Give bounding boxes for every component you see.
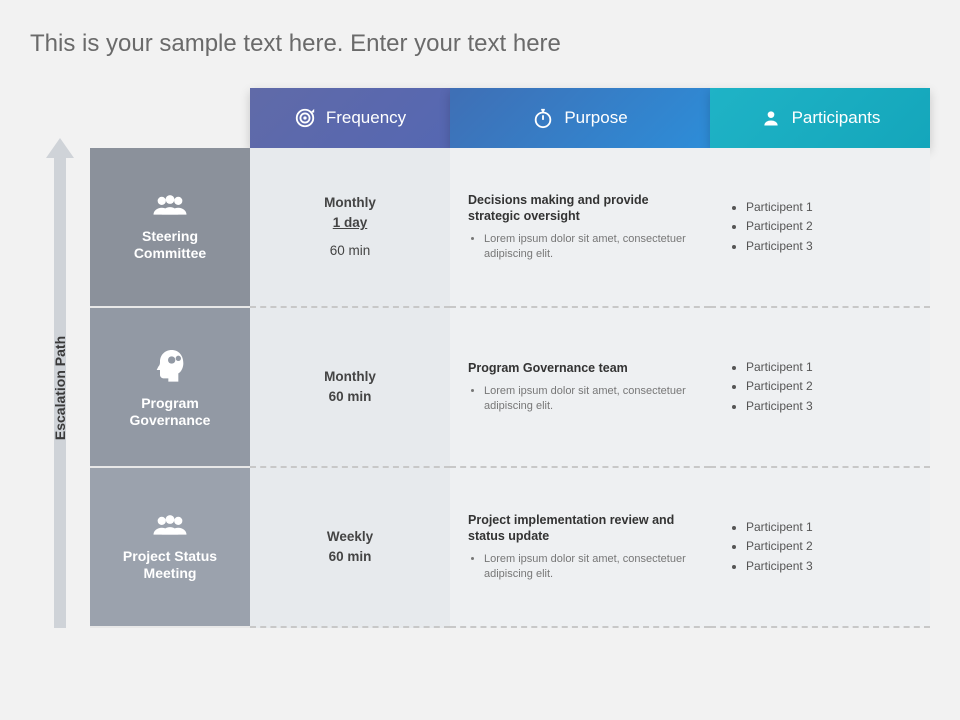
- cat3-line1: Project Status: [123, 548, 217, 564]
- r2-part-3: Participent 3: [746, 397, 912, 416]
- r1-freq-l1: Monthly: [324, 193, 376, 213]
- cat2-line2: Governance: [130, 412, 211, 428]
- group-icon: [148, 192, 192, 218]
- escalation-path: Escalation Path: [30, 148, 90, 628]
- r2-part-2: Participent 2: [746, 377, 912, 396]
- r1-part-1: Participent 1: [746, 198, 912, 217]
- r1-part-3: Participent 3: [746, 237, 912, 256]
- r1-freq-l3: 60 min: [330, 241, 371, 261]
- page-title: This is your sample text here. Enter you…: [30, 30, 930, 58]
- cell-r3-participants: Participent 1 Participent 2 Participent …: [710, 468, 930, 628]
- header-frequency-label: Frequency: [326, 108, 406, 128]
- r1-freq-l2: 1 day: [333, 213, 368, 233]
- r3-part-3: Participent 3: [746, 557, 912, 576]
- cat1-line1: Steering: [142, 228, 198, 244]
- category-steering-committee: SteeringCommittee: [90, 148, 250, 308]
- group-icon: [148, 512, 192, 538]
- category-project-status-meeting: Project StatusMeeting: [90, 468, 250, 628]
- cat2-line1: Program: [141, 395, 199, 411]
- r3-freq-l1: Weekly: [327, 527, 373, 547]
- r2-purpose-head: Program Governance team: [468, 360, 692, 376]
- escalation-label: Escalation Path: [52, 336, 68, 440]
- header-participants-label: Participants: [792, 108, 881, 128]
- cat1-line2: Committee: [134, 245, 206, 261]
- cell-r1-purpose: Decisions making and provide strategic o…: [450, 148, 710, 308]
- r1-part-2: Participent 2: [746, 217, 912, 236]
- cell-r2-frequency: Monthly 60 min: [250, 308, 450, 468]
- cell-r1-frequency: Monthly 1 day 60 min: [250, 148, 450, 308]
- r3-purpose-head: Project implementation review and status…: [468, 512, 692, 545]
- r3-part-2: Participent 2: [746, 537, 912, 556]
- r3-freq-l3: 60 min: [329, 547, 372, 567]
- cell-r3-purpose: Project implementation review and status…: [450, 468, 710, 628]
- r2-purpose-bullet: Lorem ipsum dolor sit amet, consectetuer…: [484, 384, 692, 414]
- header-frequency: Frequency: [250, 88, 450, 148]
- r2-part-1: Participent 1: [746, 358, 912, 377]
- header-purpose-label: Purpose: [564, 108, 627, 128]
- target-icon: [294, 107, 316, 129]
- category-program-governance: ProgramGovernance: [90, 308, 250, 468]
- cell-r2-purpose: Program Governance team Lorem ipsum dolo…: [450, 308, 710, 468]
- r1-purpose-head: Decisions making and provide strategic o…: [468, 192, 692, 225]
- cell-r2-participants: Participent 1 Participent 2 Participent …: [710, 308, 930, 468]
- r3-purpose-bullet: Lorem ipsum dolor sit amet, consectetuer…: [484, 552, 692, 582]
- cat3-line2: Meeting: [144, 565, 197, 581]
- r2-freq-l1: Monthly: [324, 367, 376, 387]
- cell-r1-participants: Participent 1 Participent 2 Participent …: [710, 148, 930, 308]
- r1-purpose-bullet: Lorem ipsum dolor sit amet, consectetuer…: [484, 232, 692, 262]
- header-participants: Participants: [710, 88, 930, 148]
- cell-r3-frequency: Weekly 60 min: [250, 468, 450, 628]
- header-purpose: Purpose: [450, 88, 710, 148]
- person-icon: [760, 107, 782, 129]
- stopwatch-icon: [532, 107, 554, 129]
- governance-matrix: Escalation Path Frequency Purpose Partic…: [30, 88, 930, 628]
- r3-part-1: Participent 1: [746, 518, 912, 537]
- head-gears-icon: [150, 345, 190, 385]
- r2-freq-l3: 60 min: [329, 387, 372, 407]
